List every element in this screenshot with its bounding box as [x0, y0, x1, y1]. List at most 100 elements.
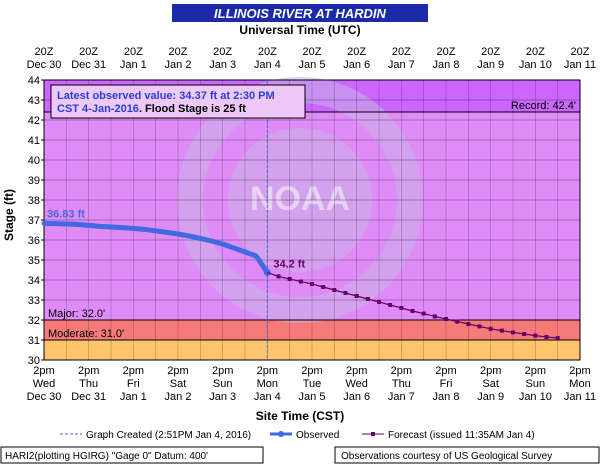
annotation-date: CST 4-Jan-2016 [57, 103, 139, 115]
bottom-tick-day-12: Mon [569, 378, 590, 390]
forecast-start-label: 34.2 ft [273, 259, 305, 271]
forecast-point-26 [555, 336, 560, 340]
bottom-tick-time-8: 2pm [391, 365, 412, 377]
forecast-point-24 [533, 333, 538, 338]
noaa-watermark-text: NOAA [250, 180, 350, 218]
top-tick-date-10: Jan 9 [477, 59, 504, 71]
bottom-tick-date-5: Jan 4 [254, 391, 281, 403]
bottom-tick-date-11: Jan 10 [519, 391, 552, 403]
bottom-tick-date-0: Dec 30 [27, 391, 62, 403]
bottom-tick-day-1: Thu [79, 378, 98, 390]
top-tick-date-2: Jan 1 [120, 59, 147, 71]
bottom-tick-day-11: Sun [526, 378, 546, 390]
bottom-tick-time-6: 2pm [301, 365, 322, 377]
annotation-latest-value: 34.37 ft at 2:30 PM [179, 90, 274, 102]
annotation-flood-stage: . Flood Stage is 25 ft [139, 103, 246, 115]
bottom-tick-day-4: Sun [213, 378, 233, 390]
top-axis-title: Universal Time (UTC) [239, 23, 360, 37]
forecast-point-14 [421, 311, 426, 316]
y-tick-label-9: 39 [28, 175, 40, 187]
legend-forecast-marker [371, 432, 375, 436]
bottom-tick-date-3: Jan 2 [165, 391, 192, 403]
forecast-point-23 [522, 332, 527, 336]
bottom-tick-time-9: 2pm [435, 365, 456, 377]
forecast-point-10 [377, 300, 381, 304]
forecast-point-6 [332, 288, 337, 292]
forecast-point-8 [354, 294, 359, 298]
top-tick-date-11: Jan 10 [519, 59, 552, 71]
forecast-point-12 [399, 306, 404, 310]
top-tick-date-6: Jan 5 [299, 59, 326, 71]
bottom-tick-day-3: Sat [170, 378, 187, 390]
top-tick-date-0: Dec 30 [27, 59, 62, 71]
bottom-tick-date-7: Jan 6 [343, 391, 370, 403]
top-tick-date-12: Jan 11 [564, 59, 596, 71]
bottom-tick-day-8: Thu [392, 378, 411, 390]
y-tick-label-7: 37 [28, 215, 40, 227]
title-bar [172, 4, 428, 22]
top-tick-date-3: Jan 2 [165, 59, 192, 71]
top-tick-time-5: 20Z [258, 46, 277, 58]
bottom-tick-time-3: 2pm [167, 365, 188, 377]
bottom-tick-time-1: 2pm [78, 365, 99, 377]
bottom-tick-time-2: 2pm [123, 365, 144, 377]
forecast-point-5 [321, 285, 326, 289]
bottom-tick-day-9: Fri [440, 378, 453, 390]
top-tick-time-2: 20Z [124, 46, 143, 58]
record-label: Record: 42.4' [511, 100, 576, 112]
flood-band-2 [44, 320, 580, 340]
y-tick-label-2: 32 [28, 315, 40, 327]
y-tick-label-12: 42 [28, 115, 40, 127]
y-tick-label-1: 31 [28, 335, 40, 347]
forecast-point-17 [455, 319, 460, 324]
top-tick-time-4: 20Z [213, 46, 232, 58]
forecast-point-4 [310, 282, 314, 286]
bottom-tick-date-6: Jan 5 [299, 391, 326, 403]
bottom-tick-date-12: Jan 11 [564, 391, 596, 403]
footer-left-box [0, 446, 264, 464]
bottom-tick-date-8: Jan 7 [388, 391, 415, 403]
footer-left-text: HARI2(plotting HGIRG) "Gage 0" Datum: 40… [5, 451, 208, 462]
observed-start-label: 36.83 ft [47, 208, 85, 220]
annotation-box [50, 84, 306, 119]
forecast-point-7 [343, 291, 348, 295]
bottom-tick-date-9: Jan 8 [433, 391, 460, 403]
bottom-tick-date-2: Jan 1 [120, 391, 147, 403]
forecast-point-2 [287, 277, 292, 281]
bottom-tick-time-7: 2pm [346, 365, 367, 377]
bottom-tick-time-10: 2pm [480, 365, 501, 377]
bottom-tick-date-4: Jan 3 [209, 391, 236, 403]
bottom-tick-time-0: 2pm [33, 365, 54, 377]
bottom-tick-time-4: 2pm [212, 365, 233, 377]
forecast-point-19 [477, 324, 482, 329]
bottom-tick-day-6: Tue [303, 378, 322, 390]
bottom-tick-time-12: 2pm [569, 365, 590, 377]
footer-right-box [334, 446, 600, 464]
top-tick-time-3: 20Z [169, 46, 188, 58]
y-tick-label-4: 34 [28, 275, 40, 287]
legend-observed-label: Observed [296, 430, 339, 441]
top-tick-time-12: 20Z [571, 46, 590, 58]
forecast-point-16 [444, 317, 448, 321]
top-tick-date-5: Jan 4 [254, 59, 281, 71]
y-tick-label-0: 30 [28, 355, 40, 367]
top-tick-date-4: Jan 3 [209, 59, 236, 71]
forecast-point-11 [388, 303, 393, 307]
top-tick-date-8: Jan 7 [388, 59, 415, 71]
legend-observed-marker [278, 431, 284, 437]
annotation-line-2: CST 4-Jan-2016. Flood Stage is 25 ft [57, 103, 246, 115]
bottom-tick-day-7: Wed [345, 378, 367, 390]
chart-title: ILLINOIS RIVER AT HARDIN [214, 6, 387, 21]
forecast-point-21 [499, 328, 504, 333]
top-tick-time-11: 20Z [526, 46, 545, 58]
forecast-point-9 [365, 297, 370, 301]
observed-series-line [41, 220, 270, 276]
bottom-tick-time-11: 2pm [525, 365, 546, 377]
moderate-label: Moderate: 31.0' [48, 328, 124, 340]
legend: Graph Created (2:51PM Jan 4, 2016) Obser… [60, 430, 535, 441]
y-tick-label-3: 33 [28, 295, 40, 307]
bottom-tick-date-1: Dec 31 [71, 391, 106, 403]
annotation-line-1: Latest observed value: 34.37 ft at 2:30 … [57, 90, 275, 102]
